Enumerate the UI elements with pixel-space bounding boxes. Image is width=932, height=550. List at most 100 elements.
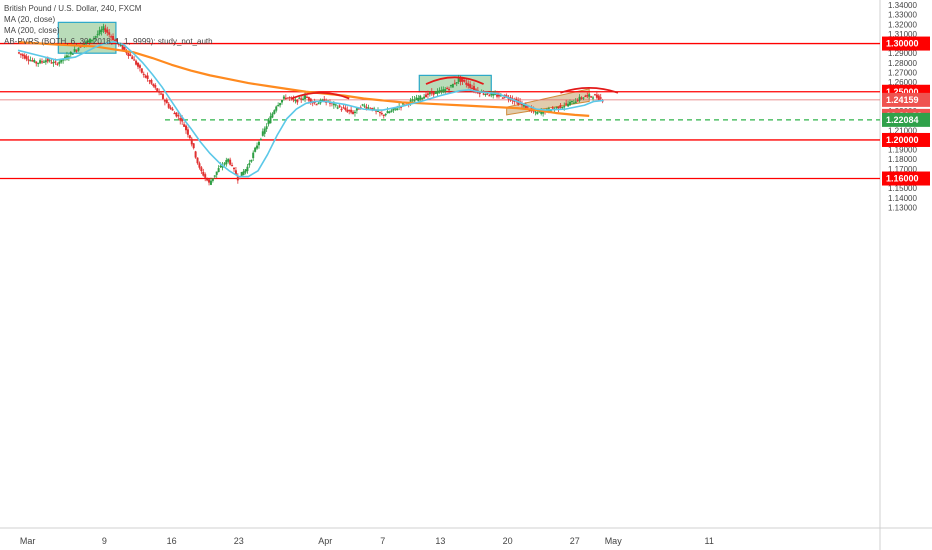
candle-body bbox=[559, 105, 562, 108]
candle-body bbox=[42, 61, 45, 63]
candle-body bbox=[75, 50, 78, 52]
candle-body bbox=[269, 116, 272, 124]
candle-body bbox=[321, 99, 324, 101]
ma20-line bbox=[17, 40, 604, 178]
candle-body bbox=[240, 171, 243, 177]
candle-body bbox=[307, 97, 310, 101]
candle-body bbox=[540, 111, 543, 114]
candle-body bbox=[37, 62, 40, 65]
candle-body bbox=[394, 108, 397, 110]
candle-body bbox=[142, 73, 145, 76]
candle-body bbox=[27, 59, 30, 61]
candle-body bbox=[163, 100, 166, 102]
candle-body bbox=[48, 60, 51, 62]
candle-body bbox=[29, 60, 32, 62]
time-tick-label: 27 bbox=[570, 536, 580, 546]
candle-body bbox=[461, 78, 464, 82]
candle-body bbox=[488, 95, 491, 97]
candle-body bbox=[459, 77, 462, 82]
level-tag-3: 1.16000 bbox=[886, 174, 919, 184]
candle-body bbox=[261, 131, 264, 136]
candle-body bbox=[451, 84, 454, 88]
candle-body bbox=[494, 93, 497, 96]
price-tick-label: 1.19000 bbox=[888, 146, 917, 155]
candle-body bbox=[309, 98, 312, 103]
candle-body bbox=[56, 63, 59, 65]
candle-body bbox=[580, 97, 583, 99]
candle-body bbox=[355, 108, 358, 111]
price-tick-label: 1.13000 bbox=[888, 203, 917, 212]
candle-body bbox=[524, 105, 527, 109]
candle-body bbox=[39, 60, 42, 64]
candle-body bbox=[496, 94, 499, 97]
candle-body bbox=[62, 59, 65, 61]
candle-body bbox=[294, 99, 297, 102]
candle-body bbox=[384, 113, 387, 116]
price-tick-label: 1.15000 bbox=[888, 184, 917, 193]
candle-body bbox=[188, 135, 191, 139]
candle-body bbox=[127, 52, 130, 56]
candle-body bbox=[482, 93, 485, 95]
candle-body bbox=[415, 97, 418, 101]
candle-body bbox=[250, 159, 253, 162]
candle-body bbox=[41, 61, 43, 63]
indicator-ma20[interactable]: MA (20, close) bbox=[4, 15, 56, 24]
candle-body bbox=[44, 60, 47, 63]
candle-body bbox=[400, 106, 403, 108]
candle-body bbox=[173, 112, 176, 115]
symbol-title: British Pound / U.S. Dollar, 240, FXCM bbox=[4, 4, 142, 13]
candle-body bbox=[298, 97, 301, 99]
chart-legend: British Pound / U.S. Dollar, 240, FXCM M… bbox=[4, 3, 213, 47]
indicator-pvrs[interactable]: AB-PVRS (BOTH, 6, 30, 2018, 1, 1, 9999):… bbox=[4, 37, 213, 46]
candle-body bbox=[108, 32, 111, 35]
candle-body bbox=[567, 103, 570, 107]
candle-body bbox=[263, 128, 266, 134]
candle-body bbox=[386, 111, 389, 114]
candle-body bbox=[425, 94, 427, 97]
time-tick-label: 13 bbox=[435, 536, 445, 546]
candle-body bbox=[175, 112, 178, 117]
candle-body bbox=[423, 96, 426, 99]
candle-body bbox=[588, 94, 591, 97]
candle-body bbox=[265, 126, 268, 130]
candle-body bbox=[515, 98, 518, 101]
candle-body bbox=[106, 29, 109, 33]
level-tag-2: 1.20000 bbox=[886, 135, 919, 145]
candle-body bbox=[286, 97, 289, 99]
candle-body bbox=[52, 62, 55, 64]
candle-body bbox=[501, 97, 504, 99]
candle-body bbox=[85, 41, 88, 44]
candle-body bbox=[380, 113, 383, 115]
time-tick-label: 11 bbox=[705, 536, 714, 546]
candle-body bbox=[305, 96, 308, 98]
candle-body bbox=[206, 179, 209, 181]
candle-body bbox=[536, 112, 539, 115]
time-tick-label: May bbox=[605, 536, 623, 546]
candle-body bbox=[296, 99, 299, 103]
support-price-tag: 1.22084 bbox=[886, 115, 919, 125]
candle-body bbox=[373, 108, 376, 110]
candle-body bbox=[181, 117, 184, 122]
candle-body bbox=[474, 89, 477, 91]
candle-body bbox=[315, 104, 318, 106]
candle-body bbox=[411, 99, 414, 101]
candle-body bbox=[267, 120, 270, 125]
top-arc-1 bbox=[425, 76, 484, 85]
candle-body bbox=[465, 82, 468, 85]
candle-body bbox=[100, 29, 103, 33]
time-tick-label: 20 bbox=[503, 536, 513, 546]
level-tag-2-bg bbox=[882, 132, 930, 147]
price-tick-label: 1.17000 bbox=[888, 165, 917, 174]
candle-body bbox=[137, 62, 139, 67]
candle-body bbox=[357, 108, 360, 110]
indicator-ma200[interactable]: MA (200, close) bbox=[4, 26, 60, 35]
candle-body bbox=[115, 38, 118, 43]
candle-body bbox=[102, 26, 105, 30]
candle-body bbox=[171, 108, 174, 111]
candle-body bbox=[446, 87, 449, 90]
candle-body bbox=[252, 152, 255, 159]
candle-body bbox=[348, 109, 351, 112]
candle-body bbox=[350, 109, 353, 113]
candle-body bbox=[259, 138, 262, 141]
